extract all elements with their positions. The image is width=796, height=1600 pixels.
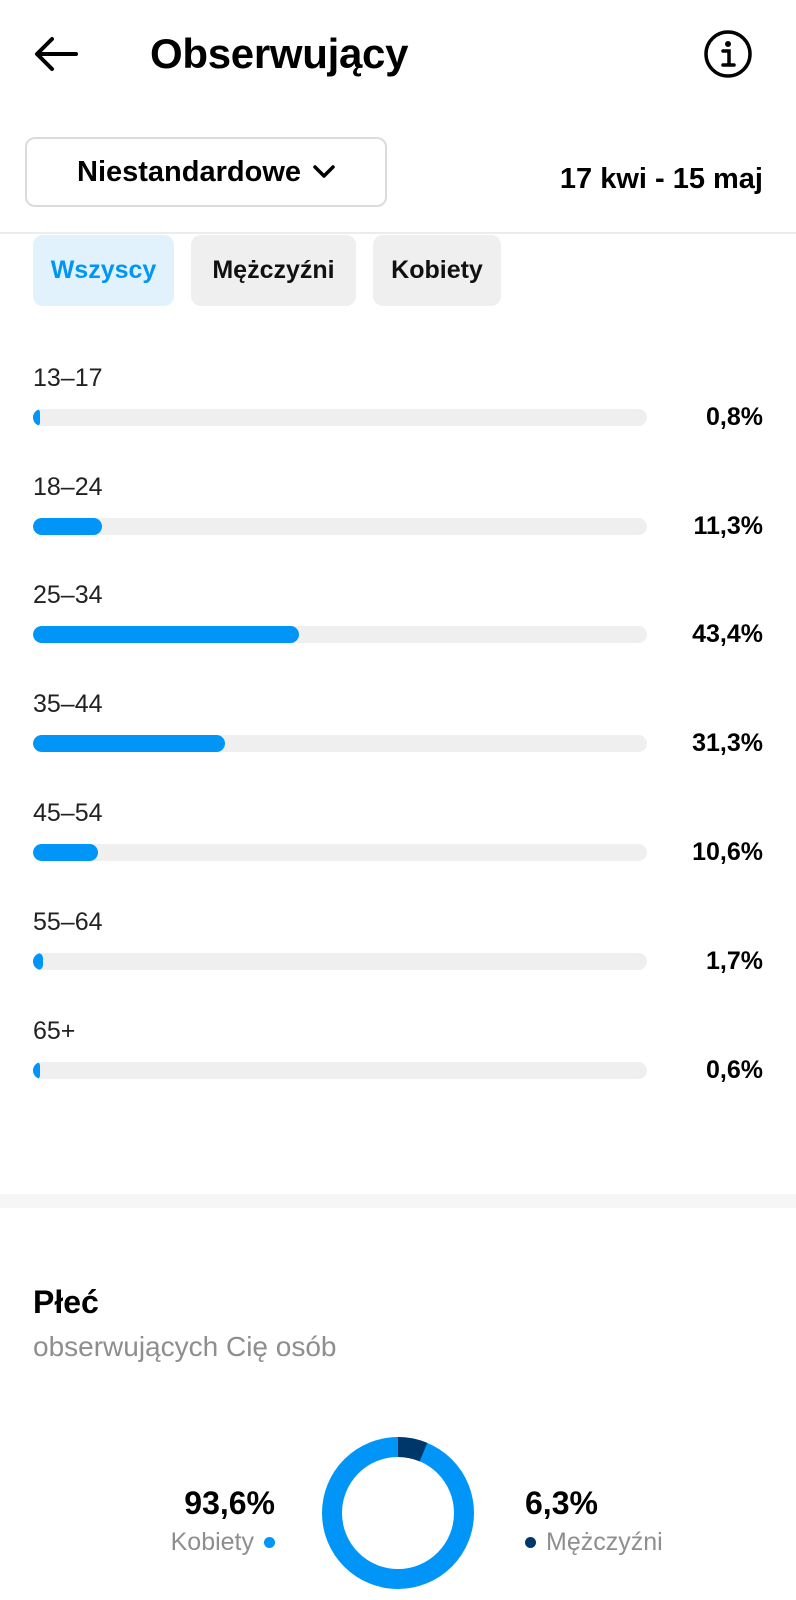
filter-chip-label: Wszyscy — [50, 256, 157, 284]
section-divider — [0, 1194, 796, 1208]
filter-chip-label: Kobiety — [391, 256, 483, 284]
age-bar-fill — [33, 626, 300, 643]
divider — [0, 232, 796, 234]
info-button[interactable] — [700, 26, 756, 82]
filter-chip-women[interactable]: Kobiety — [373, 235, 501, 306]
women-legend: Kobiety — [140, 1527, 275, 1557]
date-range-dropdown-label: Niestandardowe — [77, 155, 301, 188]
age-label: 55–64 — [33, 908, 103, 936]
age-bar-fill — [33, 844, 99, 861]
age-bar-track — [33, 844, 647, 861]
age-bar-track — [33, 735, 647, 752]
donut-men-arc — [397, 1437, 428, 1462]
men-legend-label: Mężczyźni — [546, 1528, 663, 1556]
men-percent: 6,3% — [525, 1485, 598, 1521]
arrow-left-icon — [35, 37, 78, 71]
age-bar-track — [33, 953, 647, 970]
age-bar-track — [33, 626, 647, 643]
gender-section-title: Płeć — [33, 1284, 99, 1320]
date-range-text: 17 kwi - 15 maj — [559, 163, 763, 195]
age-percent: 31,3% — [692, 729, 763, 757]
age-percent: 0,8% — [706, 403, 763, 431]
gender-section-subtitle: obserwujących Cię osób — [33, 1331, 337, 1362]
age-label: 13–17 — [33, 364, 103, 392]
donut-women-arc — [322, 1437, 474, 1589]
age-percent: 0,6% — [706, 1056, 763, 1084]
women-legend-dot — [264, 1536, 275, 1548]
date-range-dropdown[interactable]: Niestandardowe — [25, 137, 387, 207]
age-label: 18–24 — [33, 473, 103, 501]
age-label: 35–44 — [33, 690, 103, 718]
women-legend-label: Kobiety — [170, 1528, 254, 1556]
age-label: 65+ — [33, 1017, 76, 1045]
filter-chip-men[interactable]: Mężczyźni — [191, 235, 356, 306]
chevron-down-icon — [313, 165, 335, 178]
age-label: 25–34 — [33, 581, 103, 609]
men-legend-dot — [525, 1536, 536, 1548]
filter-chip-label: Mężczyźni — [212, 256, 335, 284]
age-percent: 11,3% — [693, 512, 763, 540]
age-bar-fill — [33, 953, 44, 970]
men-legend: Mężczyźni — [525, 1527, 663, 1557]
age-bar-fill — [33, 735, 226, 752]
age-percent: 10,6% — [692, 838, 763, 866]
gender-donut-chart — [322, 1437, 474, 1589]
age-label: 45–54 — [33, 799, 103, 827]
age-percent: 1,7% — [706, 947, 763, 975]
women-percent: 93,6% — [184, 1485, 275, 1521]
age-bar-track — [33, 1062, 647, 1079]
info-icon — [704, 30, 752, 78]
age-bar-track — [33, 518, 647, 535]
age-bar-fill — [33, 518, 103, 535]
age-bar-fill — [33, 1062, 40, 1079]
back-button[interactable] — [24, 22, 88, 86]
filter-chip-all[interactable]: Wszyscy — [33, 235, 174, 306]
page-title: Obserwujący — [150, 30, 409, 77]
age-bar-track — [33, 409, 647, 426]
age-percent: 43,4% — [692, 620, 763, 648]
age-bar-fill — [33, 409, 40, 426]
